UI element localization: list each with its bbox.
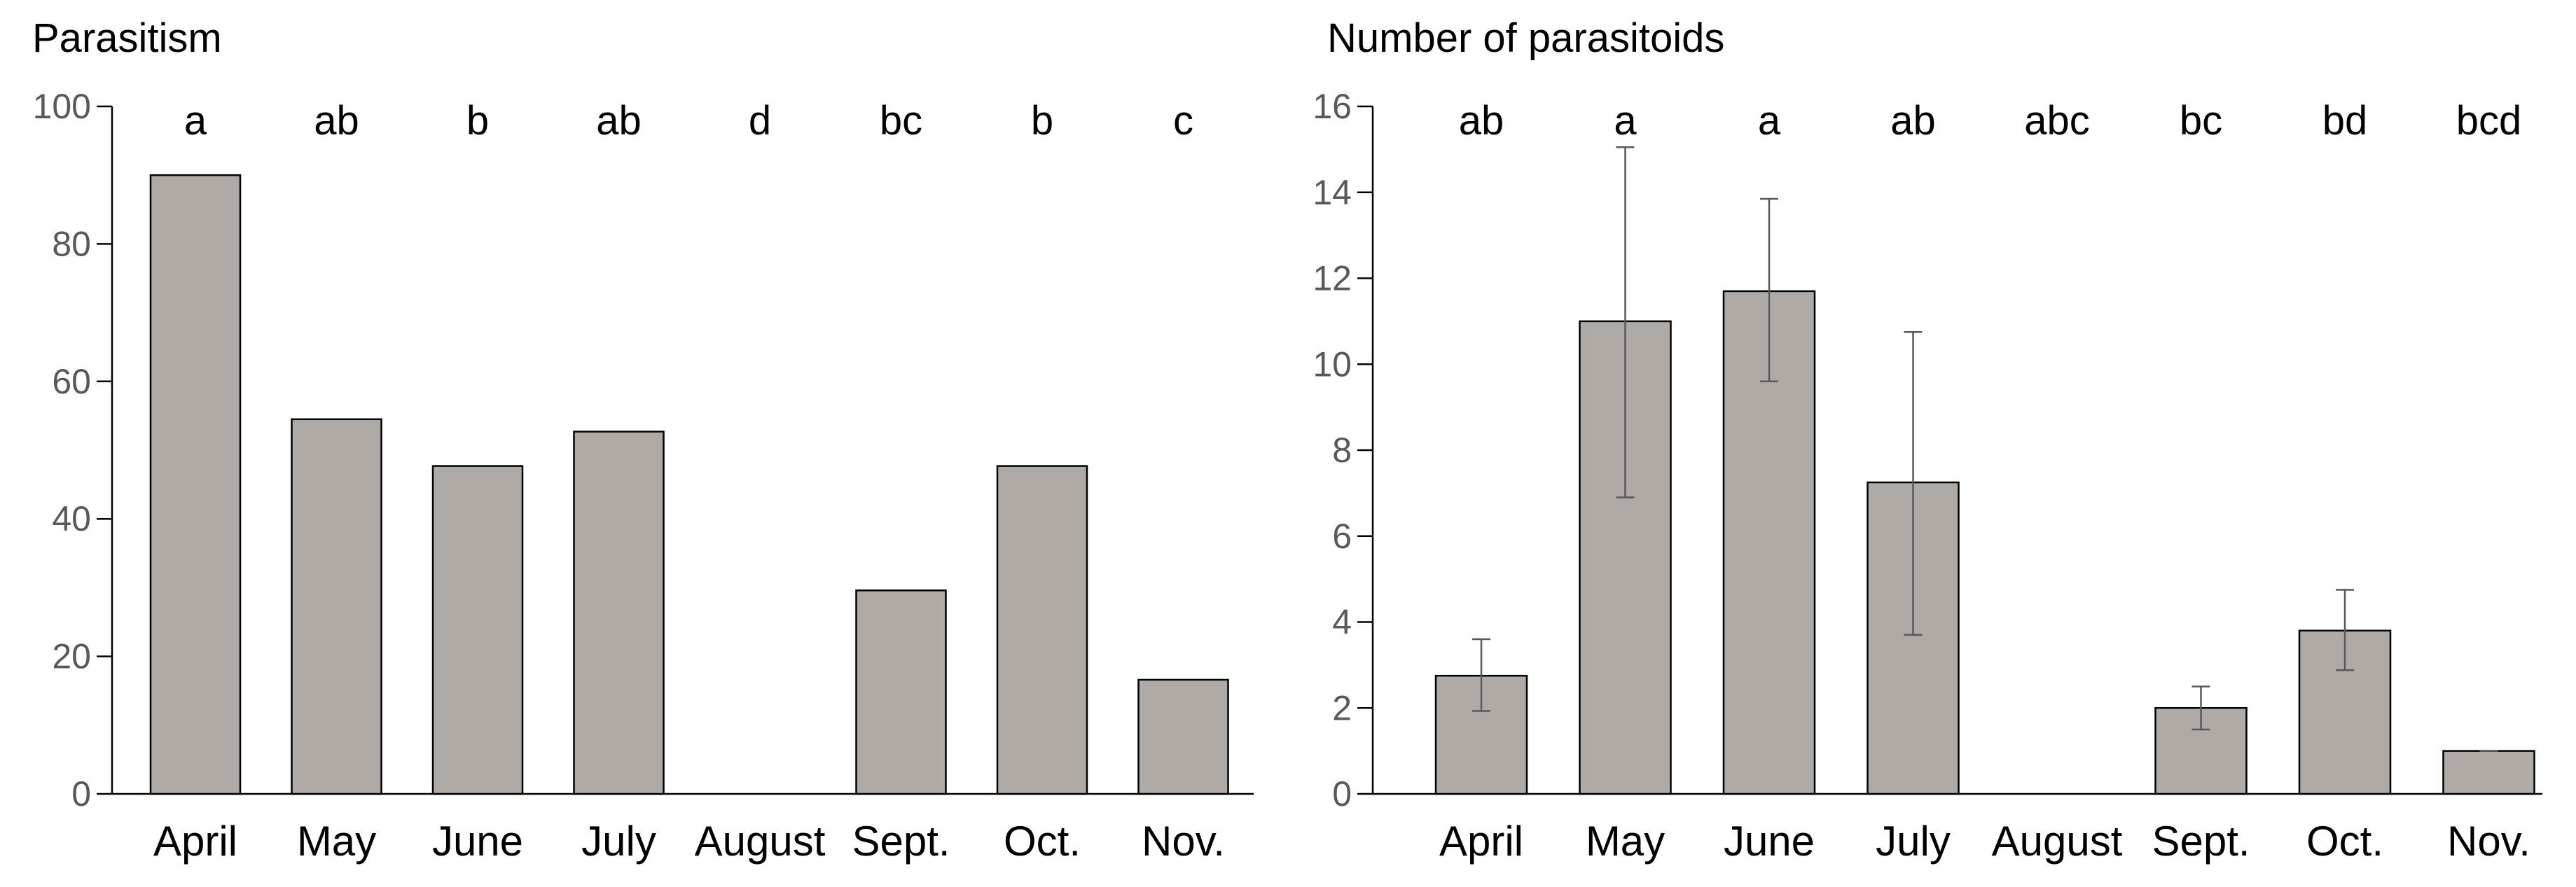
parasitism-significance-letter: c	[1173, 98, 1193, 144]
parasitoids-ytick-label: 10	[1313, 344, 1352, 384]
parasitoids-ytick-label: 2	[1332, 688, 1352, 727]
parasitoids-category-label: May	[1586, 818, 1665, 865]
parasitism-significance-letter: b	[1031, 98, 1053, 144]
parasitoids-ytick-label: 16	[1313, 87, 1352, 126]
parasitoids-significance-letter: bc	[2180, 98, 2222, 144]
parasitoids-significance-letter: ab	[1890, 98, 1936, 144]
parasitoids-bar	[2442, 750, 2535, 795]
parasitoids-ytick-label: 14	[1313, 173, 1352, 212]
parasitoids-chart: Number of parasitoids 0 2 4 6 8 10 12 14 16 April…	[1313, 15, 2542, 865]
parasitoids-ytick-label: 4	[1332, 603, 1352, 642]
parasitism-bar	[431, 465, 524, 795]
parasitism-significance-letter: d	[749, 98, 771, 144]
parasitism-bar	[996, 465, 1088, 795]
parasitism-category-label: Sept.	[852, 818, 950, 865]
parasitism-category-label: August	[695, 818, 826, 865]
parasitism-chart-title: Parasitism	[32, 15, 222, 61]
parasitoids-significance-letter: a	[1758, 98, 1781, 144]
parasitism-significance-letter: ab	[314, 98, 359, 144]
parasitism-significance-letter: ab	[596, 98, 642, 144]
parasitism-bar	[855, 589, 947, 795]
parasitism-category-label: July	[581, 818, 656, 865]
parasitoids-significance-letter: abc	[2024, 98, 2090, 144]
parasitism-ytick-label: 0	[71, 774, 91, 813]
parasitism-category-label: Oct.	[1004, 818, 1081, 865]
parasitism-category-label: April	[153, 818, 237, 865]
parasitism-significance-letter: b	[466, 98, 489, 144]
parasitism-ytick-label: 60	[52, 362, 91, 401]
parasitism-bar	[291, 418, 382, 795]
parasitoids-category-label: August	[1992, 818, 2123, 865]
parasitoids-category-label: April	[1439, 818, 1523, 865]
parasitoids-ytick-label: 6	[1332, 517, 1352, 556]
parasitism-category-label: May	[297, 818, 376, 865]
parasitism-ytick-label: 100	[33, 87, 91, 126]
parasitoids-ytick-label: 0	[1332, 774, 1352, 813]
parasitism-ytick-label: 40	[52, 499, 91, 538]
parasitoids-category-label: Sept.	[2152, 818, 2250, 865]
parasitoids-category-label: Oct.	[2306, 818, 2383, 865]
parasitoids-significance-letter: bcd	[2456, 98, 2522, 144]
parasitism-bar	[573, 431, 665, 795]
parasitoids-significance-letter: bd	[2322, 98, 2368, 144]
parasitoids-ytick-label: 12	[1313, 259, 1352, 298]
parasitoids-category-label: July	[1876, 818, 1951, 865]
parasitoids-chart-title: Number of parasitoids	[1327, 15, 1724, 61]
parasitoids-significance-letter: ab	[1459, 98, 1504, 144]
parasitism-ytick-label: 80	[52, 224, 91, 263]
parasitoids-category-label: June	[1724, 818, 1815, 865]
parasitism-category-label: Nov.	[1142, 818, 1225, 865]
parasitism-chart: Parasitism 0 20 40 60 80 100 April a May ab June b J…	[32, 15, 1254, 865]
parasitism-bar	[1137, 678, 1229, 795]
parasitism-significance-letter: a	[184, 98, 207, 144]
parasitism-ytick-label: 20	[52, 637, 91, 676]
parasitoids-significance-letter: a	[1614, 98, 1637, 144]
parasitoids-ytick-label: 8	[1332, 431, 1352, 470]
parasitism-category-label: June	[432, 818, 523, 865]
parasitism-significance-letter: bc	[880, 98, 922, 144]
parasitism-bar	[149, 174, 242, 795]
parasitoids-category-label: Nov.	[2447, 818, 2530, 865]
